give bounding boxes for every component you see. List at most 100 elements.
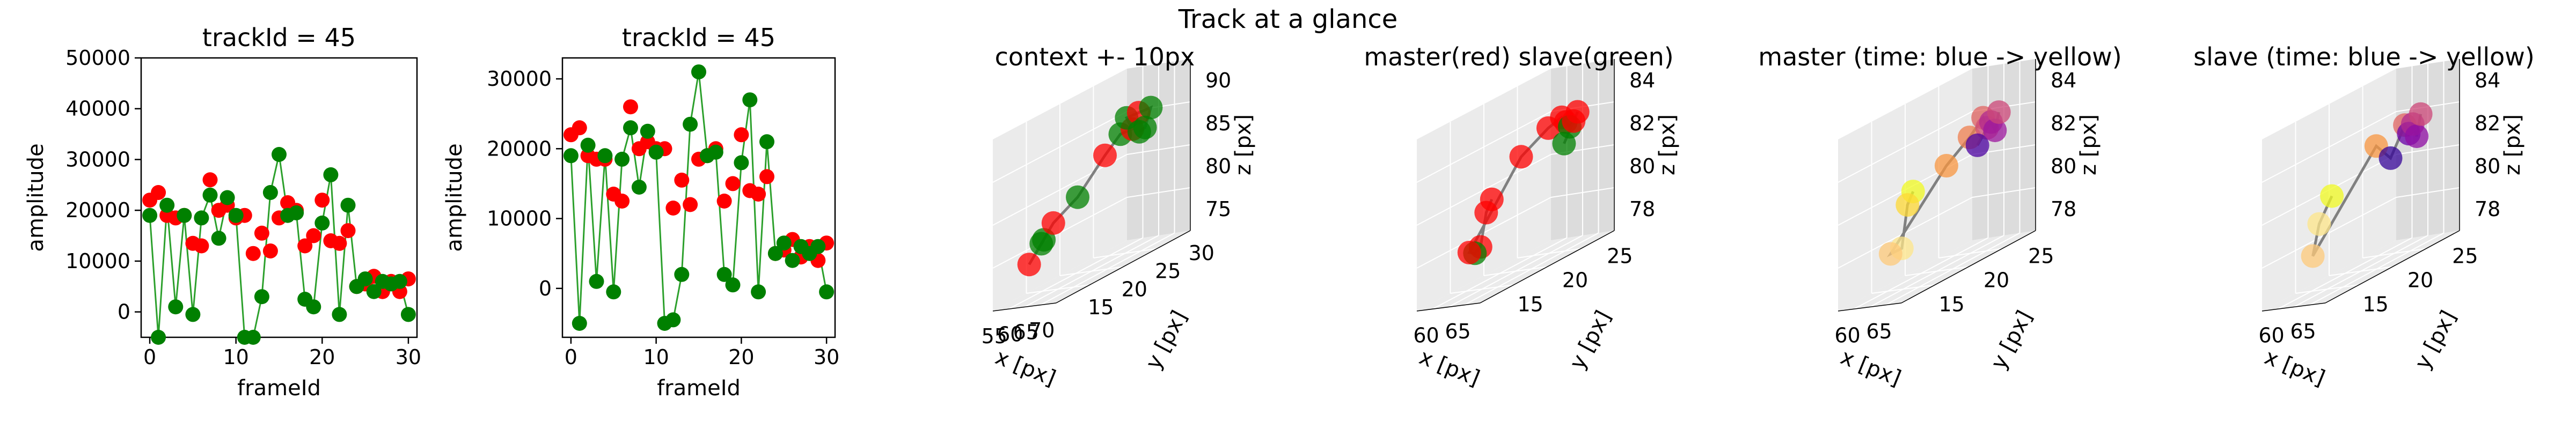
data-point-red bbox=[623, 99, 638, 115]
z-axis-label: z [px] bbox=[1231, 114, 1256, 175]
data-point-green bbox=[572, 316, 587, 331]
grid-line bbox=[1448, 235, 1583, 308]
grid-line bbox=[2362, 248, 2426, 258]
data-point-green bbox=[776, 235, 792, 251]
data-point-red bbox=[202, 172, 218, 188]
data-layer bbox=[1878, 100, 2011, 266]
data-point-green bbox=[202, 187, 218, 203]
data-point-green bbox=[580, 137, 596, 153]
z-tick-label: 85 bbox=[1205, 112, 1231, 135]
data-point bbox=[2320, 184, 2344, 208]
x-tick-label: 10 bbox=[223, 345, 249, 369]
x-tick-label: 20 bbox=[728, 345, 754, 369]
data-point-green bbox=[332, 307, 347, 322]
data-point-green bbox=[168, 299, 184, 315]
z-tick-label: 80 bbox=[1629, 154, 1655, 178]
x-tick-label: 0 bbox=[565, 345, 577, 369]
y-tick-label: 15 bbox=[1938, 293, 1964, 316]
data-point-green bbox=[219, 190, 235, 205]
x-tick-label: 60 bbox=[1413, 323, 1439, 347]
y-tick-label: 15 bbox=[2362, 293, 2388, 316]
data-point-green bbox=[262, 185, 278, 200]
y-axis-line bbox=[2325, 230, 2460, 304]
z-tick-label: 80 bbox=[2475, 154, 2500, 178]
x-tick-label: 0 bbox=[143, 345, 156, 369]
y-tick-label: 25 bbox=[1607, 245, 1633, 268]
grid-line bbox=[1416, 154, 1552, 226]
data-point-green bbox=[289, 205, 304, 220]
y-tick-label: 40000 bbox=[65, 97, 130, 121]
data-point-green bbox=[151, 330, 166, 345]
grid-line bbox=[992, 111, 1128, 183]
scatter-chart-2: 0 10 20 30 0 10000 20000 30000 trackId = 45 frame… bbox=[442, 23, 839, 401]
data-point-red bbox=[614, 194, 630, 209]
data-point-red bbox=[716, 194, 732, 209]
figure-title: Track at a glance bbox=[1178, 4, 1398, 34]
data-point-green bbox=[563, 148, 579, 164]
grid-line bbox=[2293, 235, 2428, 308]
x-tick-label: 60 bbox=[1834, 323, 1860, 347]
chart-title: slave (time: blue -> yellow) bbox=[2193, 42, 2535, 71]
data-point-green bbox=[400, 307, 416, 322]
z-tick-label: 75 bbox=[1205, 197, 1231, 221]
scatter-chart-1: 0 10 20 30 0 10000 20000 30000 40000 50000 trackId… bbox=[24, 23, 421, 401]
y-tick-label: 0 bbox=[118, 300, 130, 324]
data-point-green bbox=[597, 148, 613, 164]
y-axis-label: amplitude bbox=[24, 143, 48, 252]
data-point-green bbox=[228, 208, 244, 223]
data-point-red bbox=[194, 238, 209, 254]
y-axis-line bbox=[1901, 230, 2036, 304]
data-point-red bbox=[683, 197, 698, 212]
data-point bbox=[1934, 154, 1958, 177]
y-tick-label: 30000 bbox=[65, 147, 130, 171]
data-layer bbox=[563, 64, 835, 331]
data-point-green bbox=[340, 197, 356, 213]
y-tick-label: 25 bbox=[2452, 245, 2478, 268]
x-tick-label: 65 bbox=[2290, 320, 2316, 343]
data-point-red bbox=[254, 225, 269, 241]
data-point bbox=[1066, 185, 1089, 209]
y-tick-label: 20000 bbox=[65, 198, 130, 222]
data-point-green bbox=[159, 197, 175, 213]
data-point-green bbox=[245, 330, 261, 345]
y-tick-label: 20 bbox=[1984, 269, 2009, 292]
z-tick-label: 80 bbox=[2051, 154, 2076, 178]
grid-line bbox=[1517, 248, 1581, 258]
data-point-green bbox=[691, 64, 706, 80]
data-point-green bbox=[614, 151, 630, 167]
chart-title: master (time: blue -> yellow) bbox=[1758, 42, 2121, 71]
data-point bbox=[1987, 100, 2011, 124]
data-point-green bbox=[785, 253, 800, 268]
data-point-green bbox=[648, 144, 664, 160]
data-point bbox=[1093, 143, 1117, 167]
x-tick-label: 55 bbox=[982, 324, 1007, 348]
x-tick-label: 65 bbox=[1445, 320, 1470, 343]
z-tick-label: 78 bbox=[1629, 197, 1655, 221]
data-point-green bbox=[194, 210, 209, 226]
x-tick-label: 30 bbox=[396, 345, 421, 369]
data-point bbox=[1029, 232, 1053, 256]
y-tick-label: 25 bbox=[2028, 245, 2054, 268]
grid-line bbox=[1093, 248, 1157, 258]
data-point-green bbox=[357, 271, 373, 287]
data-point-green bbox=[759, 134, 774, 150]
grid-line bbox=[1938, 248, 2002, 258]
z-tick-label: 84 bbox=[2475, 69, 2500, 92]
z-tick-label: 82 bbox=[1629, 112, 1655, 135]
data-point bbox=[1565, 100, 1590, 124]
data-point-green bbox=[742, 92, 758, 108]
data-point bbox=[1139, 95, 1163, 120]
y-tick-label: 0 bbox=[539, 277, 552, 300]
data-point-green bbox=[254, 289, 269, 305]
data-point bbox=[1552, 131, 1576, 156]
data-point-green bbox=[392, 273, 407, 289]
data-layer bbox=[1017, 95, 1163, 277]
grid-line bbox=[2262, 111, 2397, 183]
data-layer bbox=[142, 147, 416, 345]
data-point-red bbox=[725, 176, 741, 191]
z-tick-label: 80 bbox=[1205, 154, 1231, 178]
y-tick-label: 50000 bbox=[65, 46, 130, 70]
x-axis-label: frameId bbox=[657, 376, 741, 401]
